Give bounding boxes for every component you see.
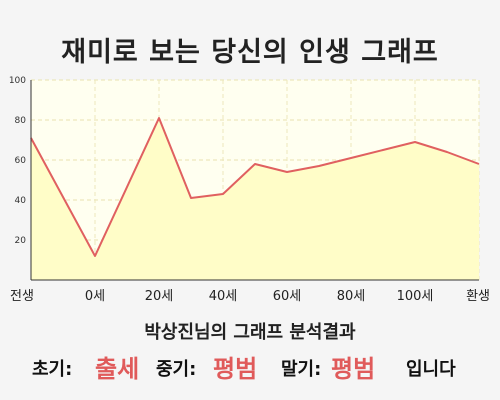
result-summary: 초기: 출세 중기: 평범 말기: 평범 입니다 xyxy=(0,343,500,383)
result-title: 박상진님의 그래프 분석결과 xyxy=(144,322,356,343)
early-label: 초기: xyxy=(32,359,73,380)
early-value: 출세 xyxy=(95,355,140,383)
y-tick-label: 80 xyxy=(15,116,27,126)
y-tick-label: 40 xyxy=(15,196,27,206)
series-line xyxy=(30,117,480,257)
x-tick-label: 80세 xyxy=(337,289,366,304)
middle-label: 중기: xyxy=(156,359,197,380)
middle-value: 평범 xyxy=(213,355,258,383)
y-tick-label: 100 xyxy=(9,76,26,86)
x-tick-label: 환생 xyxy=(466,289,490,304)
late-label: 말기: xyxy=(281,359,322,380)
late-value: 평범 xyxy=(331,355,376,383)
result-suffix: 입니다 xyxy=(406,359,456,380)
x-tick-label: 전생 xyxy=(10,289,34,304)
x-tick-label: 100세 xyxy=(397,289,434,304)
x-tick-label: 60세 xyxy=(273,289,302,304)
x-tick-label: 40세 xyxy=(209,289,238,304)
x-tick-label: 0세 xyxy=(85,289,105,304)
y-tick-label: 60 xyxy=(15,156,27,166)
y-tick-label: 20 xyxy=(15,236,27,246)
page-title: 재미로 보는 당신의 인생 그래프 xyxy=(61,37,439,68)
series-area xyxy=(31,118,479,280)
x-tick-label: 20세 xyxy=(145,289,174,304)
